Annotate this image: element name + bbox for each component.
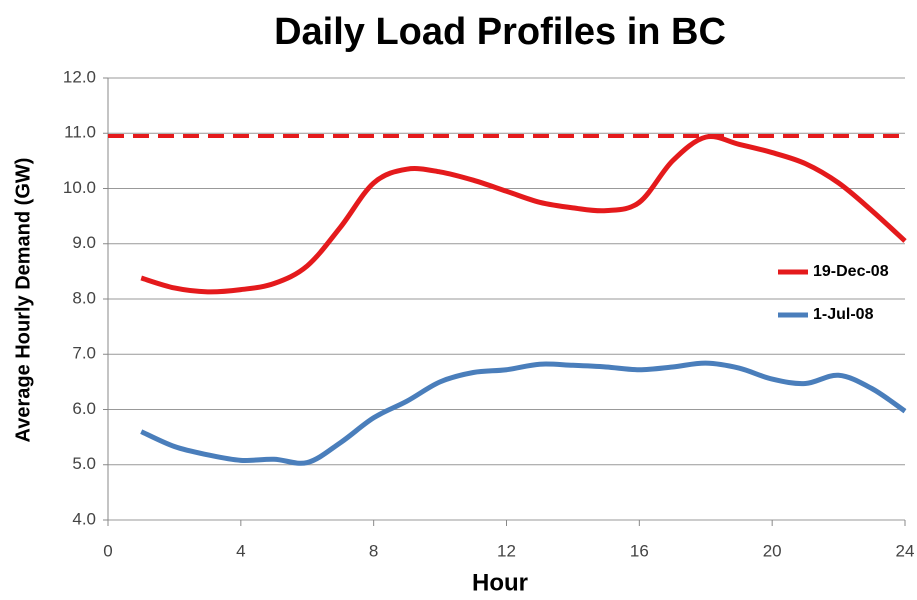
- y-tick-label: 5.0: [72, 454, 96, 473]
- y-tick-label: 9.0: [72, 233, 96, 252]
- y-tick-label: 12.0: [63, 67, 96, 86]
- y-axis-label: Average Hourly Demand (GW): [12, 158, 34, 443]
- x-tick-label: 8: [369, 541, 378, 560]
- series-line: [140, 360, 907, 466]
- x-tick-label: 16: [630, 541, 649, 560]
- legend-label: 1-Jul-08: [813, 306, 874, 323]
- x-tick-label: 20: [763, 541, 782, 560]
- x-tick-label: 4: [236, 541, 245, 560]
- x-tick-label: 0: [103, 541, 112, 560]
- x-tick-label: 24: [896, 541, 915, 560]
- y-tick-label: 7.0: [72, 344, 96, 363]
- series-line: [140, 134, 907, 295]
- x-axis-label: Hour: [472, 569, 528, 596]
- y-tick-label: 8.0: [72, 288, 96, 307]
- chart-title: Daily Load Profiles in BC: [274, 11, 726, 53]
- legend-label: 19-Dec-08: [813, 263, 889, 280]
- y-tick-label: 11.0: [64, 123, 96, 142]
- x-tick-label: 12: [497, 541, 516, 560]
- y-tick-label: 6.0: [72, 399, 96, 418]
- y-tick-label: 10.0: [63, 178, 96, 197]
- y-tick-label: 4.0: [72, 509, 96, 528]
